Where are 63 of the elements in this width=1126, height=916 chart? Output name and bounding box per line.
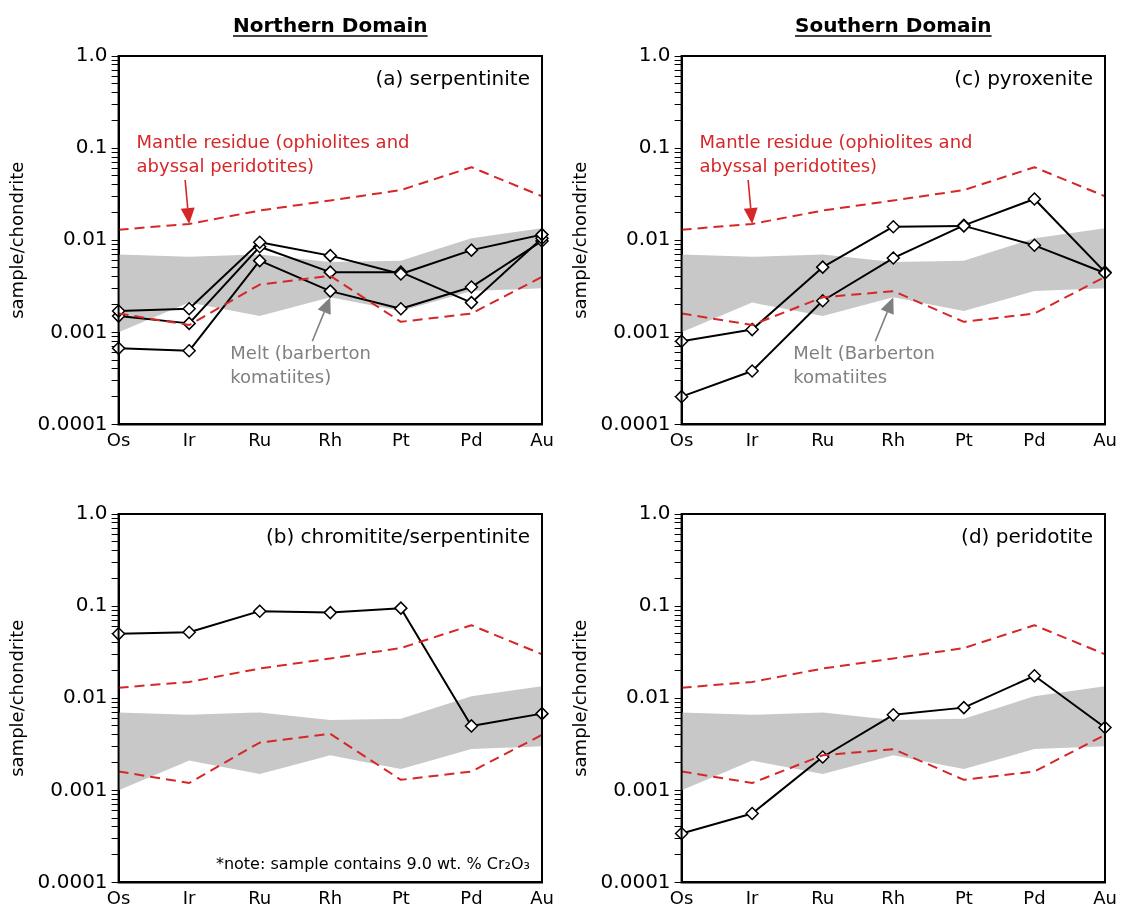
- y-tick-label: 0.1: [75, 134, 108, 159]
- x-tick-label: Os: [106, 428, 131, 450]
- y-tick-label: 0.001: [50, 776, 108, 801]
- y-tick-label: 0.01: [626, 226, 671, 251]
- x-tick-label: Ir: [182, 886, 197, 908]
- x-tick-label: Rh: [318, 428, 343, 450]
- annotation: (a) serpentinite: [375, 66, 530, 91]
- y-axis-title: sample/chondrite: [6, 619, 28, 777]
- x-tick-label: Ir: [182, 428, 197, 450]
- x-tick-label: Au: [530, 886, 554, 908]
- x-tick-label: Pt: [954, 886, 973, 908]
- x-tick-label: Pd: [1023, 886, 1046, 908]
- x-tick-label: Pd: [460, 886, 483, 908]
- y-tick-label: 0.001: [613, 776, 671, 801]
- annotation: (c) pyroxenite: [954, 66, 1093, 91]
- y-tick-label: 0.01: [63, 684, 108, 709]
- y-axis-title: sample/chondrite: [6, 161, 28, 319]
- x-tick-label: Pd: [460, 428, 483, 450]
- annotation: (b) chromitite/serpentinite: [265, 524, 530, 549]
- x-tick-label: Os: [106, 886, 131, 908]
- x-tick-label: Ru: [248, 886, 272, 908]
- y-tick-label: 0.01: [63, 226, 108, 251]
- annotation: Melt (Barberton komatiites: [793, 342, 935, 388]
- x-tick-label: Os: [669, 886, 694, 908]
- chart-title: Northern Domain: [233, 13, 428, 37]
- x-tick-label: Au: [1093, 428, 1117, 450]
- y-axis-title: sample/chondrite: [569, 619, 591, 777]
- x-tick-label: Ru: [248, 428, 272, 450]
- annotation: Mantle residue (ophiolites and abyssal peridotites): [136, 130, 410, 176]
- annotation: Melt (barberton komatiites): [230, 342, 371, 388]
- y-tick-label: 0.0001: [37, 410, 108, 435]
- y-tick-label: 0.1: [638, 592, 671, 617]
- y-tick-label: 0.001: [50, 318, 108, 343]
- x-tick-label: Pt: [954, 428, 973, 450]
- y-tick-label: 0.0001: [600, 868, 671, 893]
- y-tick-label: 1.0: [75, 500, 108, 525]
- y-tick-label: 1.0: [75, 42, 108, 67]
- y-tick-label: 0.0001: [37, 868, 108, 893]
- x-tick-label: Au: [1093, 886, 1117, 908]
- x-tick-label: Ru: [811, 428, 835, 450]
- y-axis-title: sample/chondrite: [569, 161, 591, 319]
- y-tick-label: 0.1: [638, 134, 671, 159]
- x-tick-label: Os: [669, 428, 694, 450]
- x-tick-label: Pt: [391, 886, 410, 908]
- x-tick-label: Au: [530, 428, 554, 450]
- x-tick-label: Rh: [881, 886, 906, 908]
- x-tick-label: Ir: [745, 886, 760, 908]
- x-tick-label: Ir: [745, 428, 760, 450]
- x-tick-label: Rh: [881, 428, 906, 450]
- x-tick-label: Pd: [1023, 428, 1046, 450]
- annotation: (d) peridotite: [961, 524, 1093, 549]
- annotation: *note: sample contains 9.0 wt. % Cr₂O₃: [215, 853, 530, 873]
- y-tick-label: 0.01: [626, 684, 671, 709]
- y-tick-label: 0.1: [75, 592, 108, 617]
- x-tick-label: Ru: [811, 886, 835, 908]
- chart-title: Southern Domain: [794, 13, 992, 37]
- y-tick-label: 1.0: [638, 500, 671, 525]
- x-tick-label: Rh: [318, 886, 343, 908]
- annotation: Mantle residue (ophiolites and abyssal peridotites): [699, 130, 973, 176]
- y-tick-label: 0.001: [613, 318, 671, 343]
- y-tick-label: 1.0: [638, 42, 671, 67]
- y-tick-label: 0.0001: [600, 410, 671, 435]
- x-tick-label: Pt: [391, 428, 410, 450]
